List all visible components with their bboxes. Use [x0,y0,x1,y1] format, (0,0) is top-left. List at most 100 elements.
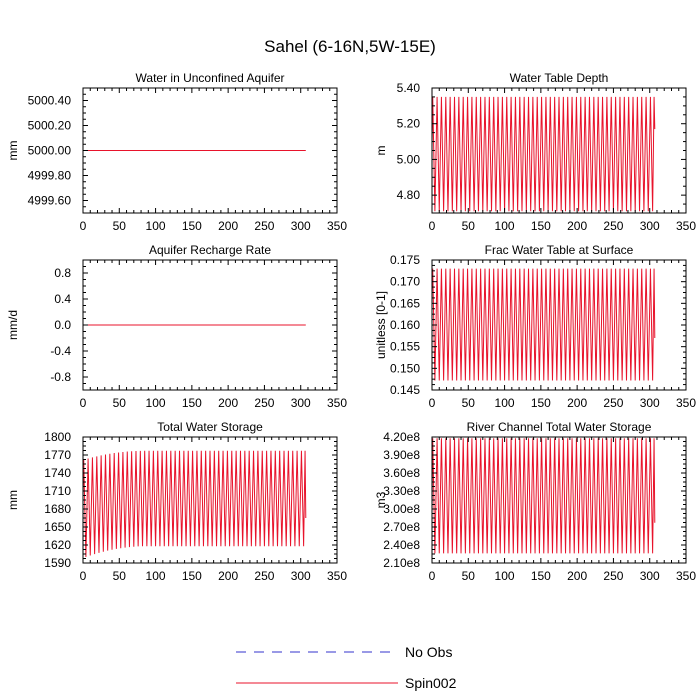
y-tick-label: 2.70e8 [383,520,420,534]
x-tick-label: 0 [80,219,87,233]
y-tick-label: -0.4 [50,344,71,358]
chart-panel-3: Aquifer Recharge Rate 0 50 100 150 200 250 300 3… [6,243,347,410]
x-tick-label: 250 [603,219,623,233]
y-tick-label: 1590 [44,556,71,570]
y-tick-label: 5000.20 [28,119,72,133]
x-tick-label: 200 [567,396,587,410]
chart-panel-5: Total Water Storage 0 50 100 150 200 250 300 350… [6,420,347,583]
y-tick-label: 0.0 [54,318,71,332]
chart-panels: Water in Unconfined Aquifer 0 50 100 150 200 2… [6,71,696,583]
series-line-spin002 [83,450,307,558]
y-tick-label: 0.165 [390,296,420,310]
x-tick-label: 50 [113,569,127,583]
y-tick-label: 1680 [44,502,71,516]
x-tick-label: 200 [567,569,587,583]
y-tick-label: 0.175 [390,253,420,267]
y-tick-label: 1740 [44,466,71,480]
x-tick-label: 300 [640,396,660,410]
x-tick-label: 250 [603,569,623,583]
y-tick-label: 3.90e8 [383,448,420,462]
x-tick-label: 50 [462,219,476,233]
y-tick-label: 0.4 [54,292,71,306]
legend: No Obs Spin002 [236,644,457,691]
x-tick-label: 350 [327,569,347,583]
panel-title: River Channel Total Water Storage [467,420,652,434]
y-tick-label: 5.20 [397,117,421,131]
x-tick-label: 50 [113,396,127,410]
x-tick-label: 150 [182,569,202,583]
chart-panel-1: Water in Unconfined Aquifer 0 50 100 150 200 2… [6,71,347,233]
figure-title: Sahel (6-16N,5W-15E) [264,37,436,56]
x-tick-label: 150 [531,569,551,583]
y-tick-label: 4999.80 [28,169,72,183]
x-tick-label: 100 [146,219,166,233]
legend-label-spin002: Spin002 [405,675,457,691]
x-tick-label: 150 [531,396,551,410]
x-tick-label: 200 [218,396,238,410]
x-tick-label: 200 [218,219,238,233]
y-tick-label: 4999.60 [28,194,72,208]
y-tick-label: 2.40e8 [383,538,420,552]
x-tick-label: 250 [254,396,274,410]
panel-title: Total Water Storage [157,420,263,434]
chart-panel-6: River Channel Total Water Storage 0 50 100 1… [374,420,696,583]
x-tick-label: 200 [567,219,587,233]
x-tick-label: 300 [640,219,660,233]
y-axis-label: mm [6,490,20,510]
y-tick-label: -0.8 [50,370,71,384]
y-tick-label: 2.10e8 [383,556,420,570]
y-tick-label: 5.40 [397,81,421,95]
x-tick-label: 100 [495,219,515,233]
y-tick-label: 3.00e8 [383,502,420,516]
x-tick-label: 100 [146,569,166,583]
y-tick-label: 0.155 [390,340,420,354]
x-tick-label: 100 [495,396,515,410]
y-tick-label: 5000.40 [28,94,72,108]
y-axis-label: m3 [374,491,388,508]
x-tick-label: 50 [462,569,476,583]
y-tick-label: 3.60e8 [383,466,420,480]
y-axis-label: mm [6,141,20,161]
x-tick-label: 350 [327,219,347,233]
y-tick-label: 4.20e8 [383,430,420,444]
x-tick-label: 350 [676,396,696,410]
y-tick-label: 1770 [44,448,71,462]
y-tick-label: 3.30e8 [383,484,420,498]
x-tick-label: 350 [327,396,347,410]
x-tick-label: 250 [603,396,623,410]
x-tick-label: 300 [640,569,660,583]
series-line-spin002 [432,96,656,212]
x-tick-label: 350 [676,569,696,583]
x-tick-label: 150 [531,219,551,233]
y-tick-label: 1650 [44,520,71,534]
y-tick-label: 0.160 [390,318,420,332]
x-tick-label: 0 [80,396,87,410]
chart-panel-2: Water Table Depth 0 50 100 150 200 250 300 350 4.… [374,71,696,233]
panel-title: Aquifer Recharge Rate [149,243,271,257]
x-tick-label: 0 [429,219,436,233]
y-axis-label: unitless [0-1] [374,291,388,359]
x-tick-label: 100 [146,396,166,410]
x-tick-label: 150 [182,396,202,410]
y-tick-label: 1800 [44,430,71,444]
x-tick-label: 200 [218,569,238,583]
x-tick-label: 350 [676,219,696,233]
y-tick-label: 5.00 [397,152,421,166]
x-tick-label: 0 [80,569,87,583]
y-axis-label: mm/d [6,310,20,340]
panel-title: Water in Unconfined Aquifer [136,71,285,85]
x-tick-label: 250 [254,219,274,233]
y-tick-label: 0.8 [54,266,71,280]
x-tick-label: 0 [429,396,436,410]
y-tick-label: 1710 [44,484,71,498]
y-tick-label: 4.80 [397,188,421,202]
series-line-spin002 [432,268,656,381]
y-tick-label: 0.170 [390,275,420,289]
y-tick-label: 0.145 [390,383,420,397]
panel-title: Water Table Depth [510,71,609,85]
y-axis-label: m [374,146,388,156]
x-tick-label: 100 [495,569,515,583]
x-tick-label: 300 [291,396,311,410]
